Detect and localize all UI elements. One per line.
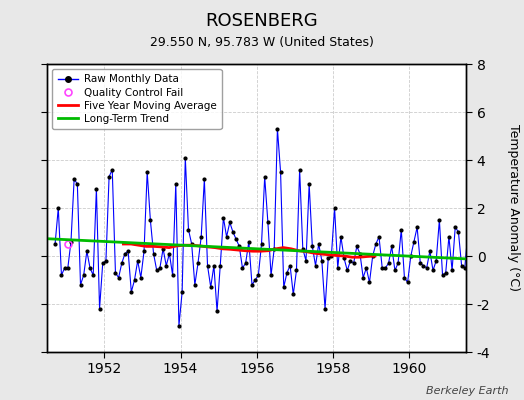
Y-axis label: Temperature Anomaly (°C): Temperature Anomaly (°C)	[507, 124, 520, 292]
Text: Berkeley Earth: Berkeley Earth	[426, 386, 508, 396]
Text: ROSENBERG: ROSENBERG	[206, 12, 318, 30]
Text: 29.550 N, 95.783 W (United States): 29.550 N, 95.783 W (United States)	[150, 36, 374, 49]
Legend: Raw Monthly Data, Quality Control Fail, Five Year Moving Average, Long-Term Tren: Raw Monthly Data, Quality Control Fail, …	[52, 69, 222, 129]
